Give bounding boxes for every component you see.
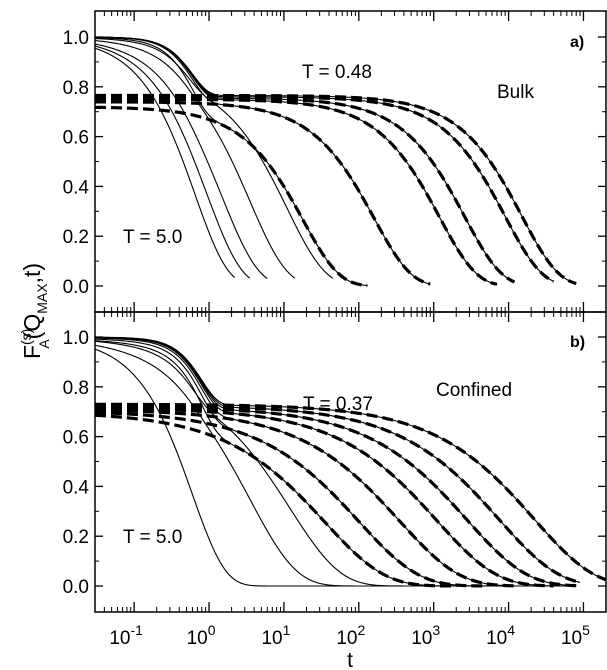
x-tick-label: 101	[261, 622, 290, 649]
y-tick-label: 1.0	[63, 328, 89, 349]
curve-fit-7	[94, 406, 554, 588]
curve-data-1	[94, 47, 236, 278]
y-axis-title: F(s) A(QMAX,t)	[18, 263, 52, 359]
y-tick-label: 0.6	[63, 428, 89, 449]
x-tick-label: 102	[336, 622, 365, 649]
panel-a-label: a)	[570, 34, 584, 51]
y-tick-label: 0.2	[63, 227, 89, 248]
y-tick-label: 0.8	[63, 78, 89, 99]
y-tick-label: 0.0	[63, 577, 89, 598]
curve-fit-10	[95, 402, 607, 582]
y-title-args-close: ,t)	[19, 263, 45, 283]
svg-text:F(s)A(QMAX,t): F(s) A(QMAX,t)	[18, 263, 52, 359]
x-tick-label: 103	[411, 622, 440, 649]
y-tick-label: 0.0	[63, 277, 89, 298]
panel-b-title: Confined	[436, 380, 512, 401]
panel-b-curves	[94, 336, 607, 588]
panel-a: a) Bulk T = 0.48 T = 5.0 0.0 0.2 0.4 0.6 0.8…	[63, 10, 607, 313]
panel-a-curves	[94, 36, 577, 288]
curve-data-6	[94, 337, 515, 587]
y-tick-label: 0.4	[63, 477, 90, 498]
curve-fit-6	[94, 408, 515, 588]
panel-a-frame	[94, 10, 607, 313]
curve-data-3	[94, 340, 427, 587]
curve-fit-5	[94, 410, 487, 588]
curve-data-5	[94, 338, 487, 587]
curve-data-2	[94, 45, 251, 279]
x-tick-label: 10-1	[109, 622, 143, 649]
curve-fit-10	[95, 95, 555, 283]
y-tick-label: 0.6	[63, 128, 89, 149]
curve-data-4	[94, 340, 457, 587]
panel-a-title: Bulk	[497, 82, 534, 103]
curve-fit-6	[94, 105, 368, 288]
curve-fit-7	[95, 100, 431, 286]
panel-a-annotation-high-t: T = 5.0	[123, 227, 182, 248]
y-title-args-open: (Q	[19, 314, 45, 340]
x-tick-label: 100	[187, 622, 216, 649]
panel-b-ticks: 0.0 0.2 0.4 0.6 0.8 1.0	[63, 312, 607, 612]
x-tick-labels: 10-1 100 101 102 103 104 105	[109, 622, 590, 649]
x-tick-label: 105	[561, 622, 590, 649]
curve-data-3	[94, 43, 268, 280]
curve-data-7	[94, 337, 554, 587]
y-title-main: F	[19, 345, 45, 359]
y-title-sup: (s)	[18, 329, 34, 345]
y-tick-label: 1.0	[63, 28, 89, 49]
curve-data-2	[94, 344, 395, 587]
panel-b-frame	[94, 311, 607, 613]
panel-a-ticks: 0.0 0.2 0.4 0.6 0.8 1.0	[63, 11, 607, 312]
curve-fit-4	[94, 413, 457, 588]
x-tick-label: 104	[486, 622, 515, 649]
y-title-sub: A	[36, 339, 52, 349]
panel-b: b) Confined T = 0.37 T = 5.0 0.00.20.40.…	[63, 311, 607, 613]
curve-fit-8	[94, 405, 577, 588]
y-tick-label: 0.8	[63, 378, 89, 399]
panel-b-annotation-high-t: T = 5.0	[123, 527, 182, 548]
y-title-args-sub: MAX	[34, 283, 50, 314]
y-tick-label: 0.4	[63, 177, 90, 198]
curve-fit-8	[95, 97, 498, 286]
curve-fit-9	[94, 404, 581, 584]
y-tick-label: 0.2	[63, 527, 89, 548]
curve-fit-9	[95, 96, 516, 284]
panel-b-label: b)	[570, 334, 585, 351]
panel-a-annotation-low-t: T = 0.48	[302, 62, 372, 83]
curve-fit-11	[95, 93, 577, 286]
x-axis-title: t	[347, 649, 353, 670]
